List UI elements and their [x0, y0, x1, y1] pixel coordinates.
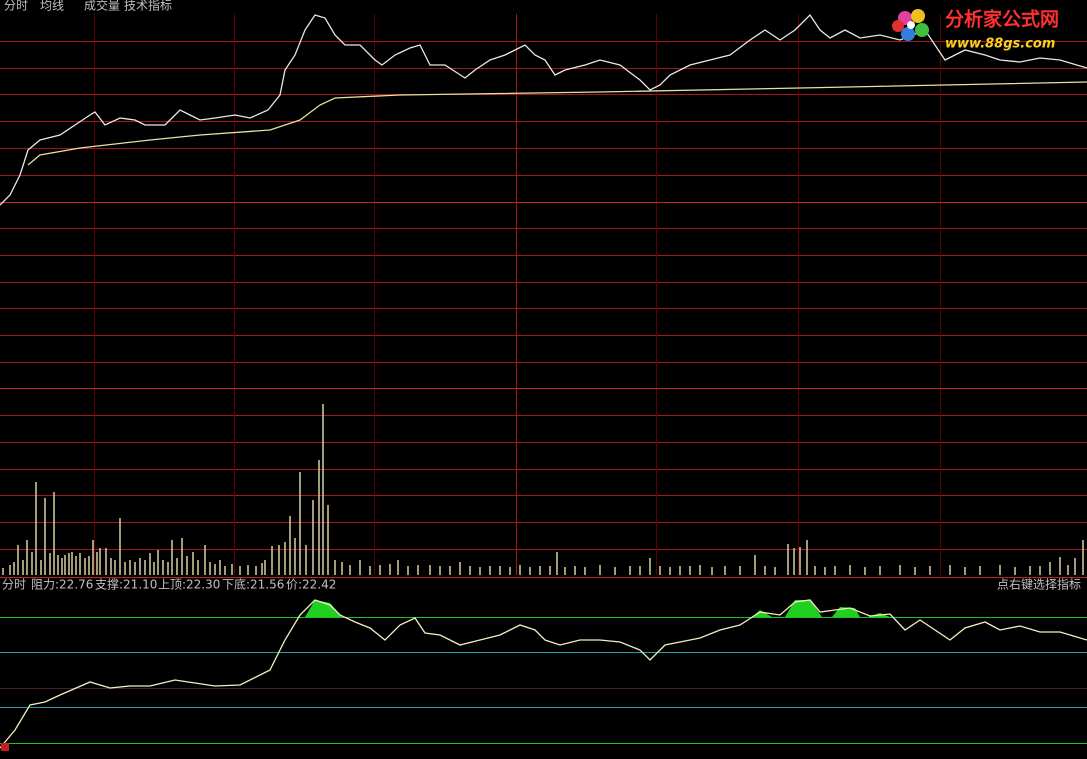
resistance-label: 阻力:22.76 — [31, 578, 93, 592]
price-grid — [0, 14, 1087, 575]
support-label: 支撑:21.10 — [95, 577, 157, 592]
top-label: 上顶:22.30 — [158, 578, 220, 592]
menu-item[interactable]: 技术指标 — [124, 0, 172, 13]
bottom-label: 下底:21.56 — [222, 577, 284, 592]
start-marker — [1, 743, 9, 751]
indicator-line — [0, 599, 1087, 749]
menu: 分时 均线 成交量 技术指标 — [4, 0, 172, 13]
price-line — [0, 13, 1087, 206]
logo-title: 分析家公式网 — [945, 8, 1059, 31]
indicator-name: 分时 — [2, 578, 26, 592]
volume-bars — [2, 404, 1084, 575]
menu-item[interactable]: 成交量 — [84, 0, 120, 13]
menu-item[interactable]: 均线 — [40, 0, 64, 13]
indicator-legend: 分时 阻力:22.76 支撑:21.10 上顶:22.30 下底:21.56 价… — [2, 577, 1081, 592]
indicator-grid — [0, 617, 1087, 744]
logo: 分析家公式网 www.88gs.com — [892, 8, 1059, 52]
price-label: 价:22.42 — [286, 578, 336, 592]
average-line — [27, 81, 1087, 166]
hint: 点右键选择指标 — [997, 577, 1081, 592]
logo-url: www.88gs.com — [945, 37, 1055, 52]
menu-item[interactable]: 分时 — [4, 0, 28, 13]
